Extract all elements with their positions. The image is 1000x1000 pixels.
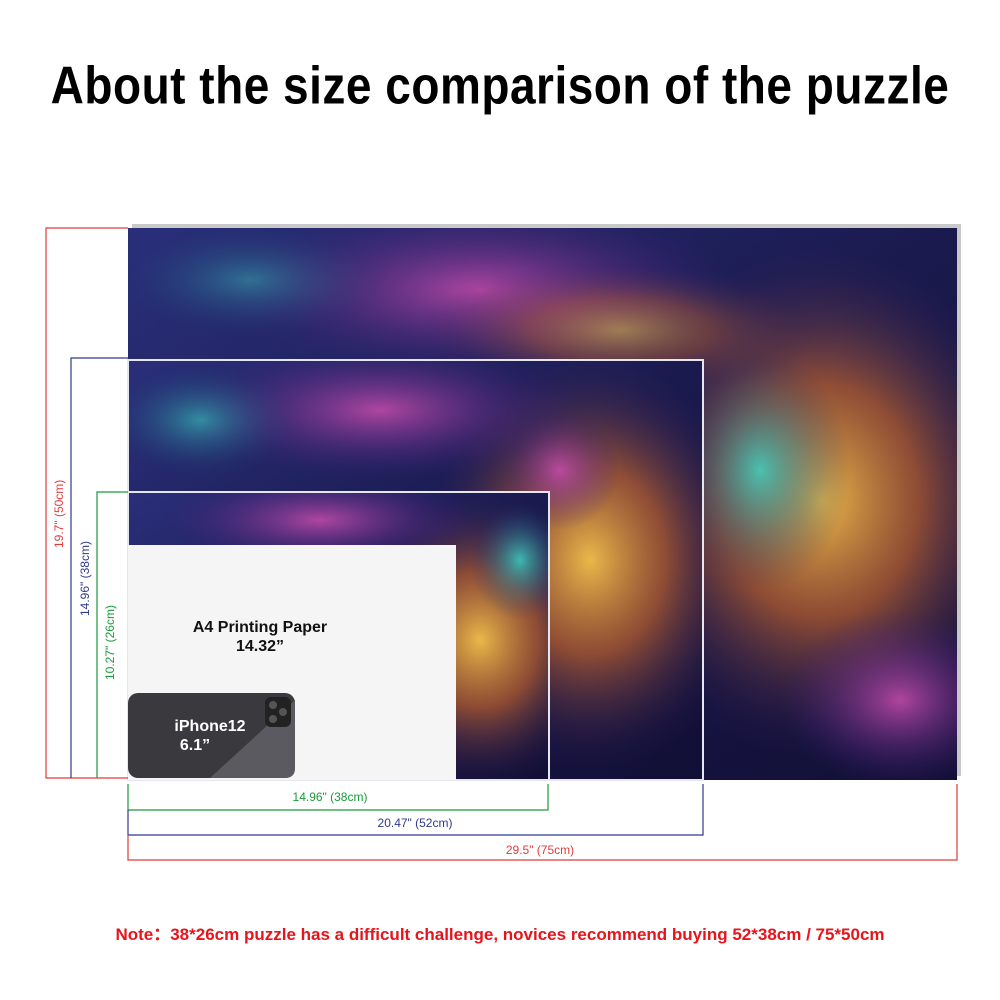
camera bbox=[265, 697, 291, 727]
lens bbox=[269, 715, 277, 723]
width-label: 14.96" (38cm) bbox=[292, 790, 368, 804]
lens bbox=[279, 708, 287, 716]
lens bbox=[269, 701, 277, 709]
height-guides bbox=[45, 227, 128, 779]
height-label: 14.96" (38cm) bbox=[78, 541, 92, 616]
note: Note：38*26cm puzzle has a difficult chal… bbox=[115, 925, 885, 944]
a4-label: A4 Printing Paper bbox=[192, 619, 328, 636]
width-label: 20.47" (52cm) bbox=[377, 816, 453, 830]
title: About the size comparison of the puzzle bbox=[50, 55, 950, 115]
width-label: 29.5" (75cm) bbox=[505, 843, 575, 857]
height-label: 10.27" (26cm) bbox=[103, 605, 117, 680]
height-label: 19.7" (50cm) bbox=[52, 479, 66, 548]
iphone-label: iPhone12 bbox=[174, 718, 246, 735]
iphone-size: 6.1” bbox=[179, 737, 211, 754]
a4-size: 14.32” bbox=[235, 638, 285, 655]
width-guides bbox=[127, 784, 958, 861]
